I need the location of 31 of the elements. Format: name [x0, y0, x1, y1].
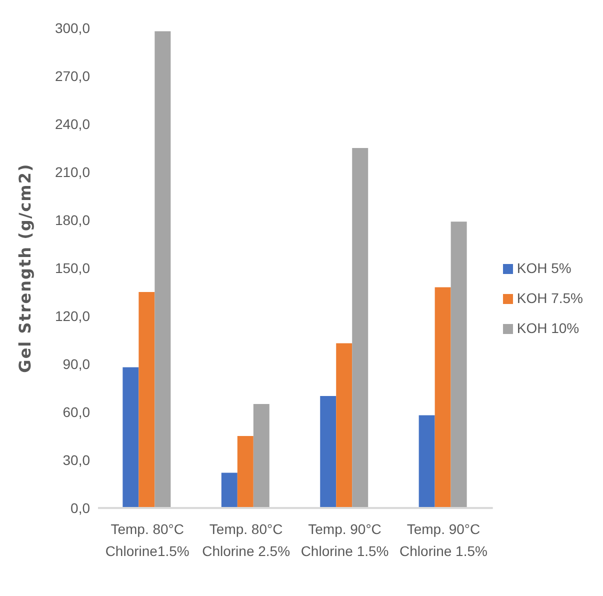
- bar: [154, 31, 171, 508]
- bar: [320, 396, 336, 508]
- y-tick-label: 120,0: [54, 308, 90, 324]
- y-tick-label: 150,0: [54, 260, 90, 276]
- y-tick-label: 210,0: [54, 164, 90, 180]
- x-tick-label: Temp. 90°C Chlorine 1.5%: [400, 521, 488, 559]
- bar: [253, 404, 270, 508]
- bar: [450, 222, 467, 508]
- bar: [352, 148, 368, 508]
- legend-label: KOH 5%: [516, 260, 572, 276]
- y-tick-label: 240,0: [54, 116, 90, 132]
- y-axis-title: Gel Strength (g/cm2): [16, 163, 35, 373]
- y-tick-label: 30,0: [62, 452, 90, 468]
- bar: [221, 472, 238, 508]
- y-tick-label: 270,0: [54, 68, 90, 84]
- bar: [336, 343, 352, 508]
- bar: [122, 367, 139, 508]
- bar: [418, 415, 435, 508]
- legend-label: KOH 10%: [516, 320, 580, 336]
- x-tick-label: Temp. 80°C Chlorine1.5%: [105, 521, 190, 559]
- bar: [434, 287, 451, 508]
- y-tick-label: 300,0: [54, 20, 90, 36]
- y-tick-label: 0,0: [70, 500, 90, 516]
- x-tick-label: Temp. 90°C Chlorine 1.5%: [300, 521, 389, 559]
- y-tick-label: 60,0: [62, 404, 90, 420]
- y-tick-label: 90,0: [62, 356, 90, 372]
- bar: [138, 292, 155, 508]
- x-tick-label: Temp. 80°C Chlorine 2.5%: [202, 521, 290, 559]
- bar: [237, 436, 254, 508]
- y-tick-label: 180,0: [54, 212, 90, 228]
- legend-label: KOH 7.5%: [516, 290, 583, 306]
